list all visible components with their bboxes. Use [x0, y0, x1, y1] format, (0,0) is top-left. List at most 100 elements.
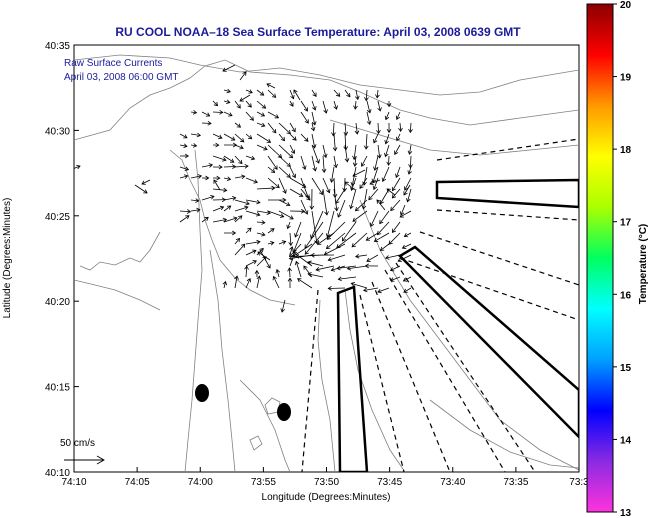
contour-isle-2: [249, 435, 263, 451]
current-vector: [344, 181, 356, 191]
current-vector: [293, 89, 301, 101]
current-vector: [267, 122, 277, 134]
colorbar-tick-label: 16: [620, 290, 632, 301]
current-vector: [280, 299, 286, 313]
current-vector: [266, 83, 276, 89]
current-vector: [354, 122, 360, 135]
map-layers: [74, 54, 579, 472]
current-vector: [212, 142, 220, 148]
current-vector: [294, 260, 302, 278]
colorbar-ticks: 20 19 18 17 16 15 14 13: [613, 0, 632, 518]
current-vector: [322, 188, 329, 216]
current-vector: [303, 265, 313, 278]
contour-shelf-3: [429, 399, 579, 469]
contour-coast: [184, 149, 203, 472]
current-vector: [212, 100, 219, 107]
y-tick-label: 40:30: [45, 126, 70, 137]
current-vector: [223, 142, 238, 148]
current-vector: [289, 122, 296, 133]
current-vector: [234, 133, 245, 143]
radar-beam-lines: [301, 138, 579, 472]
x-axis-label: Longitude (Degrees:Minutes): [262, 492, 391, 503]
current-vector: [267, 144, 283, 159]
current-vector: [234, 243, 246, 256]
current-vector: [278, 122, 291, 135]
colorbar-tick-label: 13: [620, 508, 632, 518]
x-tick-label: 73:50: [314, 477, 339, 488]
current-vector: [366, 100, 372, 114]
current-vector: [289, 166, 297, 179]
y-tick-label: 40:20: [45, 297, 70, 308]
scale-arrow: [64, 455, 105, 465]
current-vector: [397, 254, 412, 263]
current-vector: [256, 275, 262, 289]
current-vector: [407, 166, 412, 175]
current-vector: [316, 232, 335, 245]
current-vector: [289, 208, 306, 214]
legend-time: April 03, 2008 06:00 GMT: [64, 72, 179, 83]
current-vector: [278, 177, 287, 194]
current-vector: [267, 197, 287, 203]
current-vector: [179, 153, 190, 159]
current-vector: [259, 249, 271, 269]
current-vector: [245, 260, 257, 267]
current-vector: [212, 155, 227, 162]
current-vector: [234, 100, 241, 109]
current-vector: [256, 89, 265, 96]
current-vector: [239, 94, 251, 102]
current-vector: [399, 204, 406, 216]
current-vector: [190, 132, 202, 138]
current-vector: [267, 177, 280, 189]
current-vector: [396, 133, 401, 142]
current-vector: [333, 100, 338, 110]
current-vector: [311, 144, 320, 164]
current-vector: [377, 287, 390, 294]
current-vector: [395, 166, 401, 179]
x-tick-label: 74:05: [125, 477, 150, 488]
current-vector: [386, 100, 392, 108]
current-vector: [360, 155, 368, 167]
current-vector: [311, 111, 317, 126]
current-vector: [372, 177, 379, 191]
current-vector: [343, 122, 349, 136]
current-vector: [201, 163, 214, 168]
current-vector: [245, 100, 252, 108]
current-vector: [297, 278, 313, 289]
current-vector: [245, 177, 258, 184]
current-vector: [398, 122, 403, 133]
current-vector: [245, 277, 252, 289]
current-vector: [201, 195, 215, 201]
current-vector: [311, 155, 318, 172]
zone-channel: [336, 285, 369, 472]
marker-buoy-east: [277, 403, 291, 421]
current-vector: [366, 254, 379, 262]
current-vector: [325, 210, 335, 238]
x-tick-label: 73:35: [503, 477, 528, 488]
current-vector: [289, 89, 295, 100]
current-vector: [366, 111, 372, 126]
current-vector: [341, 221, 357, 242]
colorbar-tick-label: 18: [620, 145, 632, 156]
current-vector: [371, 166, 379, 184]
x-axis: 74:10 74:05 74:00 73:55 73:50 73:45 73:40 73:35…: [61, 467, 589, 488]
current-vector: [369, 210, 379, 228]
current-vector: [321, 155, 327, 174]
current-vector: [256, 122, 266, 128]
current-vector: [278, 210, 294, 220]
current-vector: [408, 155, 413, 169]
current-vector: [223, 176, 232, 182]
current-vector: [223, 133, 236, 141]
current-vector: [386, 155, 392, 166]
current-vector: [364, 89, 369, 102]
contour-shore-1: [74, 59, 579, 141]
current-vector: [352, 210, 368, 222]
current-vector: [368, 188, 379, 201]
current-vector: [355, 253, 368, 259]
current-vector: [239, 71, 247, 81]
current-vector: [245, 227, 252, 234]
current-vector: [375, 89, 380, 99]
current-vector: [74, 164, 81, 170]
current-vector: [254, 269, 260, 278]
current-vector: [256, 111, 266, 117]
